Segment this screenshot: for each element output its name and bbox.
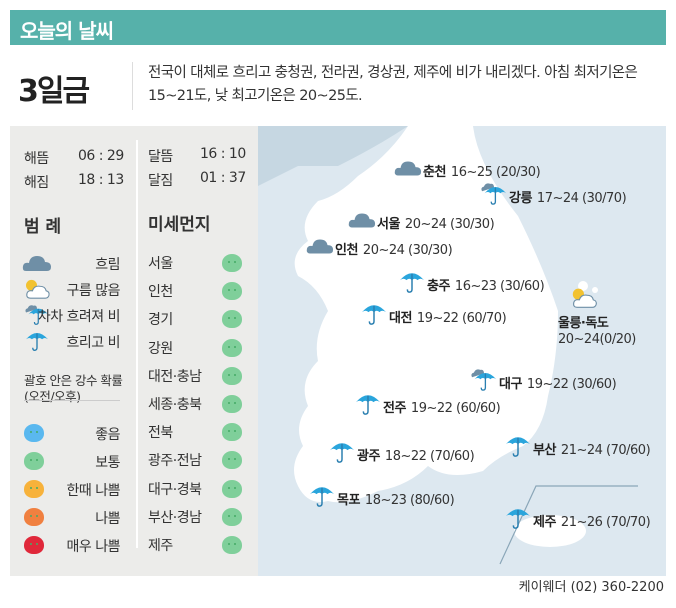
legend-item-label: 차차 흐려져 비 [37,309,121,325]
cloud-icon [22,256,51,271]
dust-region-name: 제주 [148,538,173,554]
city-label: 제주 21~26 (70/70) [533,515,651,530]
city-label: 목포 18~23 (80/60) [337,493,455,508]
moonrise-label: 달뜸 [148,149,173,165]
dust-level-label: 좋음 [95,427,120,443]
dust-face-icon [24,452,44,470]
umbrella-icon [329,442,355,463]
dust-face-icon [222,366,242,385]
dust-face-icon [222,423,242,442]
dust-region-name: 대구·경북 [148,481,202,498]
umbrella-icon [25,332,49,352]
umbrella-icon [355,394,381,415]
city-label: 인천 20~24 (30/30) [335,243,453,258]
cloud-icon [348,213,376,228]
dust-region-name: 광주·전남 [148,453,202,470]
cloud-rain-icon [480,182,508,206]
dust-face-icon [24,508,44,526]
dust-level-label: 보통 [95,455,120,471]
city-label: 대전 19~22 (60/70) [389,311,507,326]
sunrise-label: 해뜸 [24,151,49,167]
city-label: 광주 18~22 (70/60) [357,449,475,464]
dust-face-icon [222,310,242,329]
dust-face-icon [222,282,242,301]
legend-title: 범 례 [24,217,62,237]
dust-level-label: 매우 나쁨 [66,539,121,555]
legend-item-label: 흐리고 비 [66,335,121,351]
dust-face-icon [222,451,242,470]
moonset-label: 달짐 [148,173,173,189]
column-divider [136,140,138,548]
city-label: 울릉·독도 [558,316,609,331]
moonrise-time: 16 : 10 [200,146,246,162]
info-panel [10,126,258,576]
date-label: 3일금 [18,74,90,109]
dust-region-name: 부산·경남 [148,509,202,526]
legend-note: 괄호 안은 강수 확률 [24,373,123,388]
dust-face-icon [222,254,242,272]
dust-title: 미세먼지 [148,215,211,235]
umbrella-icon [505,436,531,457]
cloud-rain-icon [470,368,498,392]
umbrella-icon [399,272,425,293]
umbrella-icon [309,486,335,507]
legend-separator [24,400,120,401]
city-label: 춘천 16~25 (20/30) [423,165,541,180]
dust-face-icon [24,424,44,442]
dust-level-label: 나쁨 [95,511,120,527]
dust-face-icon [222,479,242,498]
dust-region-name: 세종·충북 [148,397,202,413]
dust-face-icon [222,338,242,357]
dust-region-name: 인천 [148,284,173,301]
city-label: 대구 19~22 (30/60) [499,377,617,392]
legend-item-label: 구름 많음 [66,283,121,299]
cloud-icon [394,161,422,176]
city-label: 충주 16~23 (30/60) [427,279,545,294]
dust-region-name: 대전·충남 [148,368,202,385]
city-label: 서울 20~24 (30/30) [377,217,495,232]
legend-note-ampm: (오전/오후) [24,389,81,404]
dust-face-icon [24,480,44,498]
city-forecast: 20~24(0/20) [558,332,636,347]
dust-face-icon [222,507,242,526]
dust-face-icon [24,536,44,554]
weather-summary: 전국이 대체로 흐리고 충청권, 전라권, 경상권, 제주에 비가 내리겠다. … [148,65,638,104]
city-label: 전주 19~22 (60/60) [383,401,501,416]
sunset-label: 해짐 [24,175,49,191]
page-title: 오늘의 날씨 [10,10,666,45]
dust-region-name: 경기 [148,312,173,329]
dust-face-icon [222,536,242,554]
dust-face-icon [222,395,242,413]
sunset-time: 18 : 13 [78,172,124,188]
dust-region-name: 서울 [148,256,173,272]
moonset-time: 01 : 37 [200,170,246,186]
dust-region-name: 강원 [148,340,173,357]
korea-map: 춘천 16~25 (20/30) 강릉 17~24 (30/70) 서울 20~24 (3… [258,126,666,576]
umbrella-icon [505,508,531,529]
cloud-icon [306,239,334,254]
legend-item-label: 흐림 [95,257,120,273]
footer-credit: 케이웨더 (02) 360-2200 [518,580,664,595]
sun-cloud-icon [25,279,50,299]
sun-cloud-icon [572,288,597,308]
dust-level-label: 한때 나쁨 [66,483,121,499]
sunrise-time: 06 : 29 [78,148,124,164]
city-label: 부산 21~24 (70/60) [533,443,651,458]
divider [132,62,133,110]
city-label: 강릉 17~24 (30/70) [509,191,627,206]
umbrella-icon [361,304,387,325]
dust-region-name: 전북 [148,425,173,442]
